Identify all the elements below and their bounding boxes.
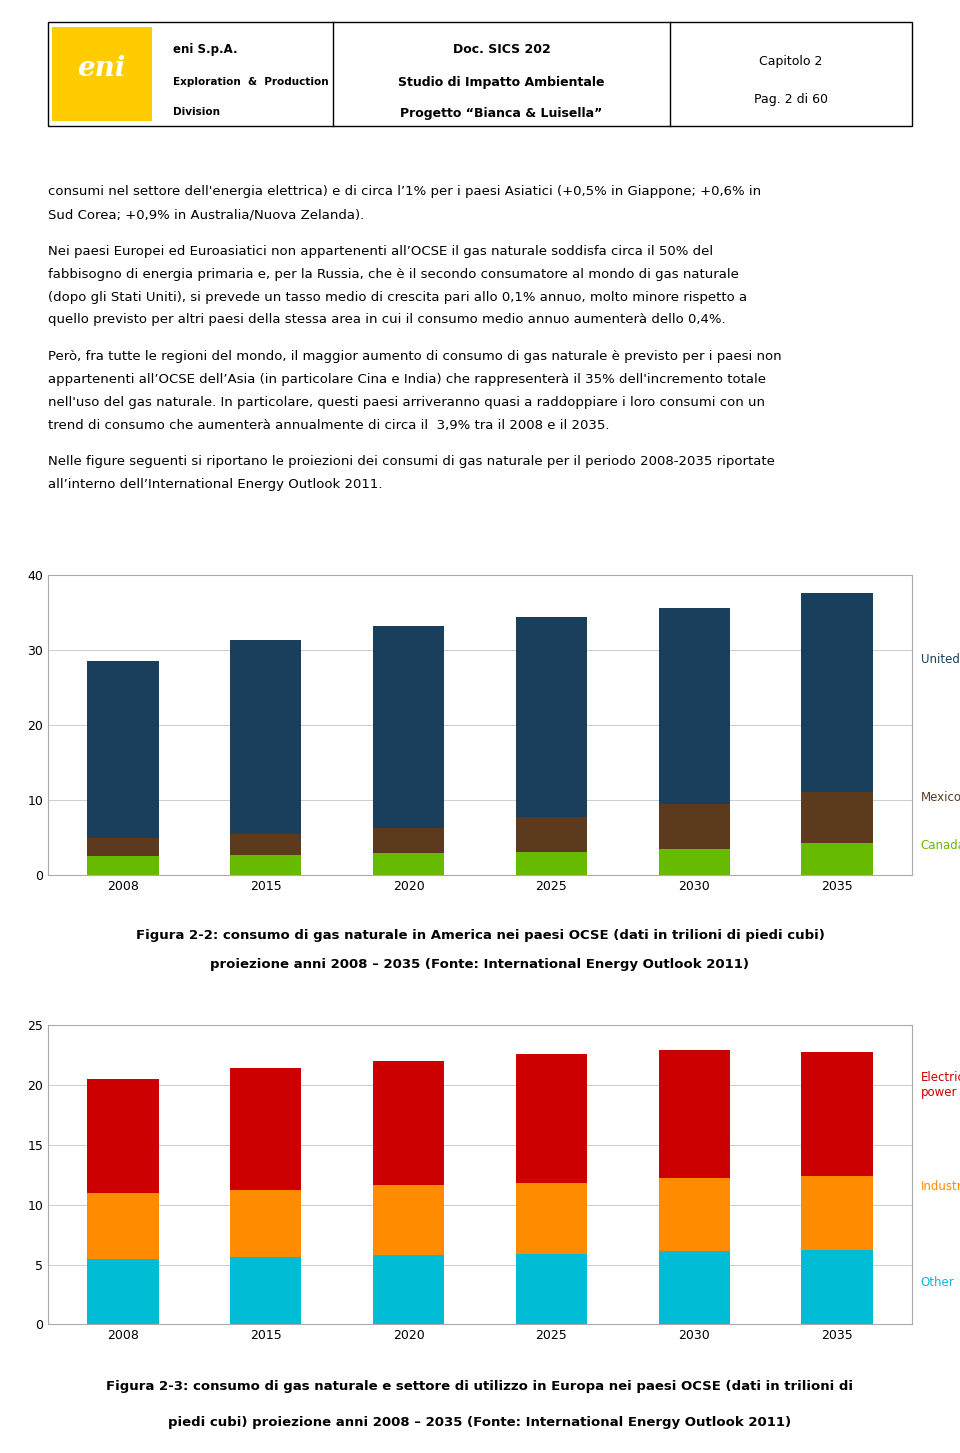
- Bar: [87, 856, 158, 875]
- Text: all’interno dell’International Energy Outlook 2011.: all’interno dell’International Energy Ou…: [48, 478, 382, 491]
- Bar: [230, 1257, 301, 1325]
- Bar: [516, 851, 588, 875]
- Bar: [230, 1068, 301, 1190]
- Text: eni: eni: [78, 55, 126, 83]
- Text: (dopo gli Stati Uniti), si prevede un tasso medio di crescita pari allo 0,1% ann: (dopo gli Stati Uniti), si prevede un ta…: [48, 291, 747, 304]
- Text: appartenenti all’OCSE dell’Asia (in particolare Cina e India) che rappresenterà : appartenenti all’OCSE dell’Asia (in part…: [48, 373, 766, 386]
- Text: Other: Other: [921, 1276, 954, 1289]
- Text: Figura 2-2: consumo di gas naturale in America nei paesi OCSE (dati in trilioni : Figura 2-2: consumo di gas naturale in A…: [135, 928, 825, 942]
- Bar: [372, 626, 444, 828]
- Bar: [230, 834, 301, 854]
- Bar: [516, 1053, 588, 1183]
- Bar: [516, 618, 588, 818]
- Text: trend di consumo che aumenterà annualmente di circa il  3,9% tra il 2008 e il 20: trend di consumo che aumenterà annualmen…: [48, 418, 610, 432]
- Text: Exploration  &  Production: Exploration & Production: [173, 77, 329, 87]
- Bar: [230, 854, 301, 875]
- Text: Electric
power: Electric power: [921, 1071, 960, 1098]
- Bar: [802, 1250, 873, 1325]
- Text: Division: Division: [173, 108, 220, 118]
- Bar: [372, 853, 444, 875]
- Bar: [372, 1186, 444, 1255]
- Text: fabbisogno di energia primaria e, per la Russia, che è il secondo consumatore al: fabbisogno di energia primaria e, per la…: [48, 267, 739, 280]
- Text: Industrial: Industrial: [921, 1180, 960, 1193]
- Bar: [659, 1251, 730, 1325]
- Bar: [659, 607, 730, 804]
- Bar: [372, 828, 444, 853]
- Text: Sud Corea; +0,9% in Australia/Nuova Zelanda).: Sud Corea; +0,9% in Australia/Nuova Zela…: [48, 208, 364, 221]
- Bar: [230, 1190, 301, 1257]
- Text: proiezione anni 2008 – 2035 (Fonte: International Energy Outlook 2011): proiezione anni 2008 – 2035 (Fonte: Inte…: [210, 958, 750, 971]
- Bar: [52, 28, 152, 121]
- Text: Però, fra tutte le regioni del mondo, il maggior aumento di consumo di gas natur: Però, fra tutte le regioni del mondo, il…: [48, 350, 781, 363]
- Text: Canada: Canada: [921, 838, 960, 851]
- Bar: [659, 1051, 730, 1178]
- Text: Pag. 2 di 60: Pag. 2 di 60: [754, 93, 828, 106]
- Text: Nelle figure seguenti si riportano le proiezioni dei consumi di gas naturale per: Nelle figure seguenti si riportano le pr…: [48, 455, 775, 468]
- Bar: [87, 1258, 158, 1325]
- Bar: [87, 837, 158, 856]
- Bar: [516, 818, 588, 851]
- Text: Doc. SICS 202: Doc. SICS 202: [453, 42, 550, 55]
- Text: Studio di Impatto Ambientale: Studio di Impatto Ambientale: [398, 76, 605, 89]
- Text: Figura 2-3: consumo di gas naturale e settore di utilizzo in Europa nei paesi OC: Figura 2-3: consumo di gas naturale e se…: [107, 1380, 853, 1393]
- Bar: [372, 1255, 444, 1325]
- Bar: [659, 1178, 730, 1251]
- Bar: [802, 1052, 873, 1175]
- Text: eni S.p.A.: eni S.p.A.: [173, 42, 238, 55]
- Text: Progetto “Bianca & Luisella”: Progetto “Bianca & Luisella”: [400, 108, 603, 121]
- Bar: [372, 1061, 444, 1186]
- Text: consumi nel settore dell'energia elettrica) e di circa l’1% per i paesi Asiatici: consumi nel settore dell'energia elettri…: [48, 186, 761, 199]
- Text: nell'uso del gas naturale. In particolare, questi paesi arriveranno quasi a radd: nell'uso del gas naturale. In particolar…: [48, 395, 765, 408]
- Bar: [802, 792, 873, 843]
- Bar: [87, 1078, 158, 1193]
- Text: Mexico/Chile: Mexico/Chile: [921, 790, 960, 804]
- Text: United States: United States: [921, 652, 960, 665]
- Bar: [802, 843, 873, 875]
- Bar: [802, 593, 873, 792]
- Bar: [659, 849, 730, 875]
- Text: Nei paesi Europei ed Euroasiatici non appartenenti all’OCSE il gas naturale sodd: Nei paesi Europei ed Euroasiatici non ap…: [48, 246, 713, 257]
- Bar: [230, 639, 301, 834]
- Bar: [802, 1175, 873, 1250]
- Text: Capitolo 2: Capitolo 2: [759, 55, 823, 68]
- Bar: [87, 661, 158, 837]
- Bar: [516, 1254, 588, 1325]
- Text: piedi cubi) proiezione anni 2008 – 2035 (Fonte: International Energy Outlook 201: piedi cubi) proiezione anni 2008 – 2035 …: [168, 1415, 792, 1428]
- Text: quello previsto per altri paesi della stessa area in cui il consumo medio annuo : quello previsto per altri paesi della st…: [48, 314, 726, 327]
- Bar: [659, 804, 730, 849]
- Bar: [87, 1193, 158, 1258]
- Bar: [516, 1183, 588, 1254]
